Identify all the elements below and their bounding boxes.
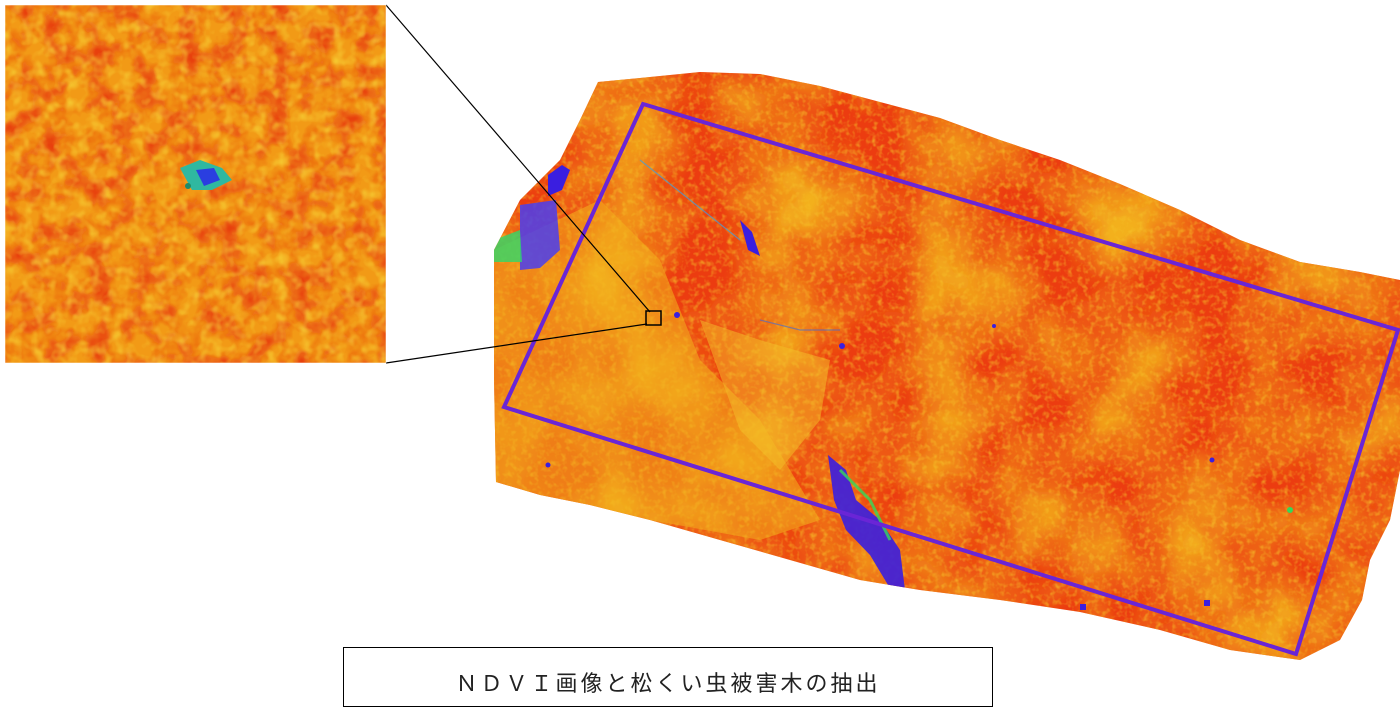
inset-zoom: [5, 5, 386, 363]
caption-box: ＮＤＶＩ画像と松くい虫被害木の抽出: [343, 647, 993, 707]
leader-lines: [385, 4, 651, 364]
ndvi-raster: [494, 72, 1400, 660]
study-area-rectangle: [501, 101, 1400, 657]
water-features: [494, 159, 1293, 610]
figure-caption: ＮＤＶＩ画像と松くい虫被害木の抽出: [455, 672, 881, 697]
zoom-source-box: [645, 310, 662, 326]
ndvi-map-figure: [4, 4, 1400, 660]
